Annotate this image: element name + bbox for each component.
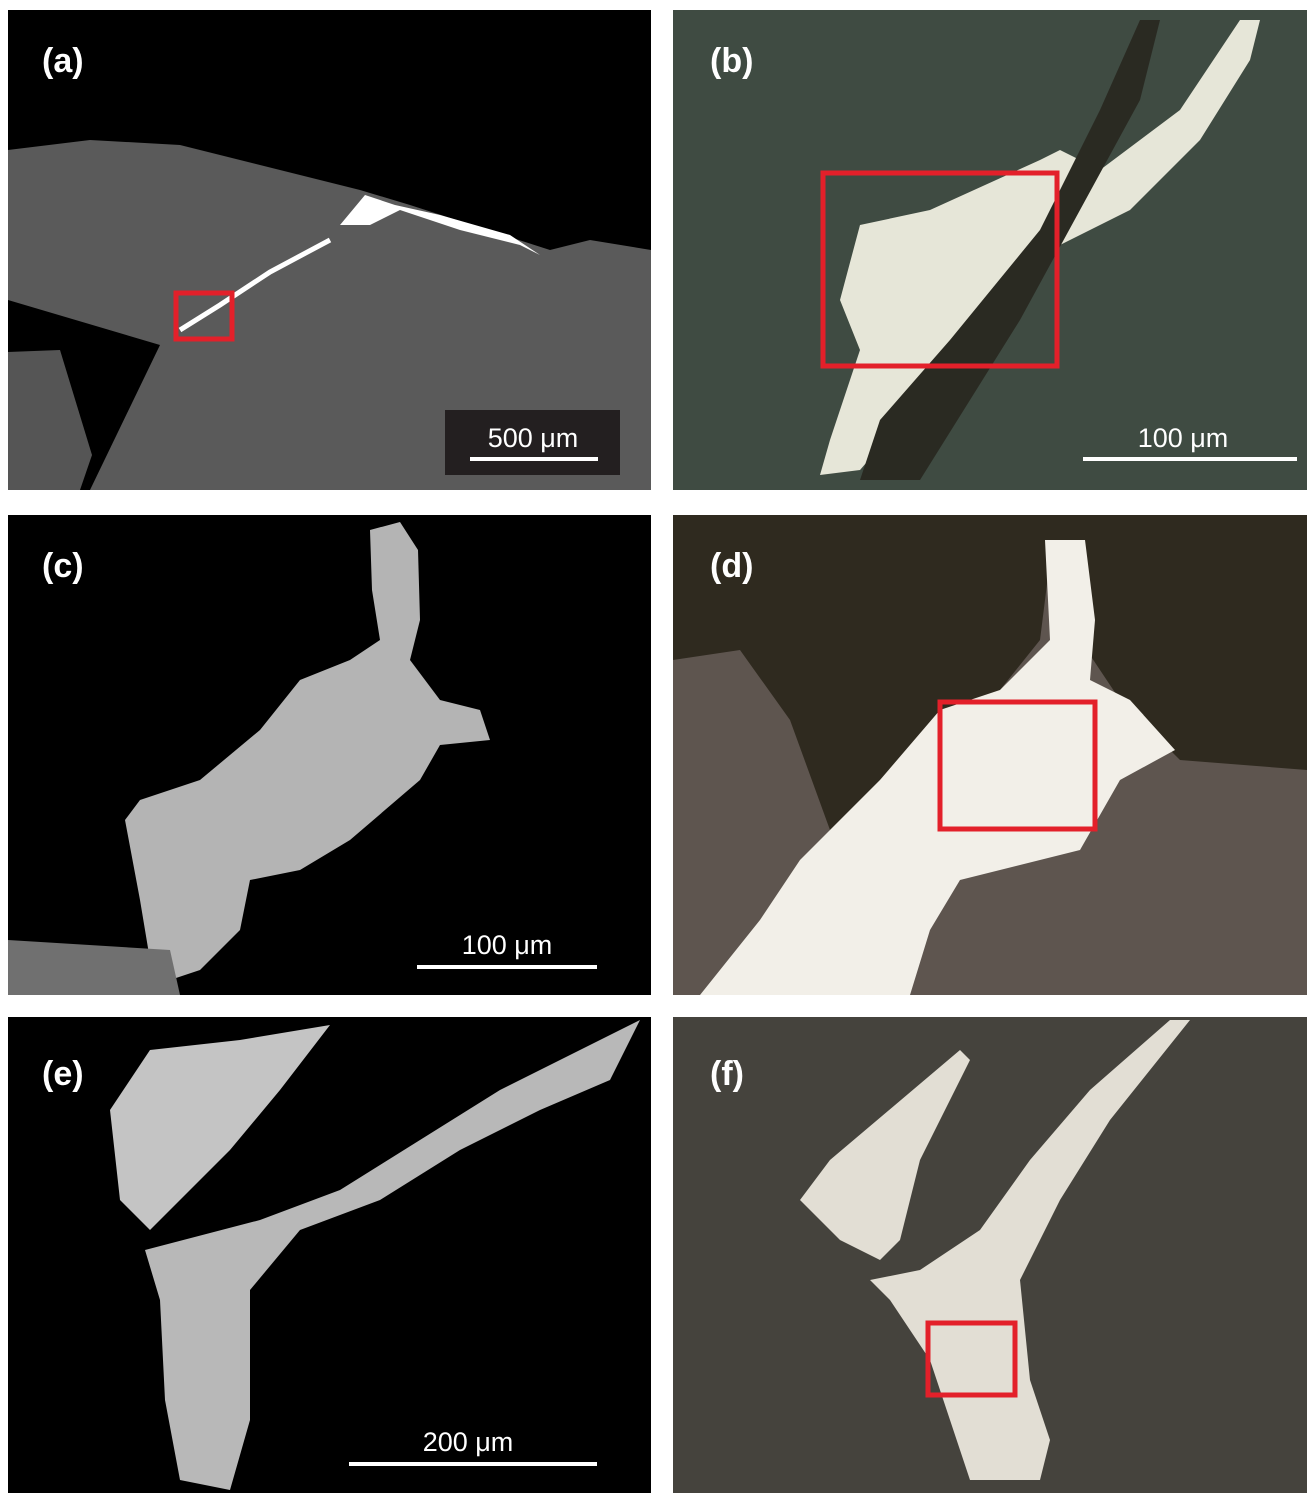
panel-label: (e): [42, 1055, 84, 1093]
scale-label: 200 μm: [423, 1427, 514, 1457]
panel-b: 100 μm (b): [673, 10, 1307, 490]
figure: 500 μm (a) 100 μm (b) 100 μm (c) (d) 200…: [0, 0, 1307, 1493]
panel-label: (b): [710, 42, 753, 80]
panel-e: 200 μm (e): [8, 1017, 651, 1493]
panel-label: (a): [42, 42, 84, 80]
panel-a: 500 μm (a): [8, 10, 651, 490]
panel-d: (d): [673, 515, 1307, 995]
panel-c: 100 μm (c): [8, 515, 651, 995]
panel-label: (f): [710, 1055, 744, 1093]
scale-label: 500 μm: [488, 423, 579, 453]
scale-label: 100 μm: [1138, 423, 1229, 453]
page: 500 μm (a) 100 μm (b) 100 μm (c) (d) 200…: [0, 0, 1307, 1493]
panel-label: (c): [42, 547, 84, 585]
panel-label: (d): [710, 547, 753, 585]
scale-label: 100 μm: [462, 930, 553, 960]
panel-f: (f): [673, 1017, 1307, 1493]
